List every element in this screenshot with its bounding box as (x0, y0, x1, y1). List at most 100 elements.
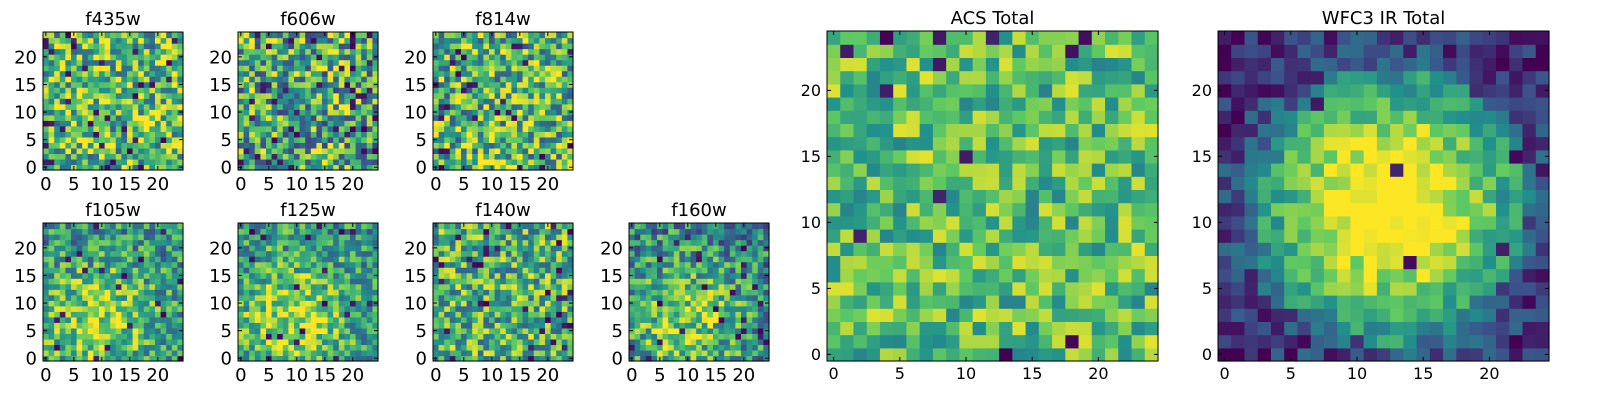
heatmap-cell (43, 148, 49, 154)
heatmap-cell (172, 311, 178, 317)
heatmap-cell (752, 295, 758, 301)
heatmap-cell (316, 71, 322, 77)
heatmap-cell (651, 262, 657, 268)
heatmap-cell (450, 104, 456, 110)
heatmap-cell (288, 267, 294, 273)
heatmap-cell (506, 251, 512, 257)
heatmap-cell (691, 234, 697, 240)
heatmap-cell (719, 234, 725, 240)
heatmap-cell (255, 234, 261, 240)
heatmap-cell (88, 43, 94, 49)
heatmap-cell (260, 159, 266, 165)
heatmap-cell (450, 317, 456, 323)
heatmap-cell (138, 273, 144, 279)
heatmap-cell (467, 344, 473, 350)
heatmap-cell (973, 189, 987, 203)
panel-title: f606w (280, 9, 335, 30)
heatmap-cell (511, 333, 517, 339)
y-tick-label: 0 (26, 158, 37, 179)
heatmap-cell (539, 76, 545, 82)
heatmap-cell (679, 256, 685, 262)
heatmap-cell (121, 333, 127, 339)
heatmap-cell (489, 289, 495, 295)
heatmap-cell (758, 300, 764, 306)
heatmap-cell (110, 82, 116, 88)
heatmap-cell (450, 109, 456, 115)
heatmap-cell (356, 49, 362, 55)
heatmap-cell (528, 142, 534, 148)
heatmap-cell (367, 43, 373, 49)
heatmap-cell (82, 273, 88, 279)
heatmap-cell (1065, 335, 1079, 349)
heatmap-cell (455, 148, 461, 154)
heatmap-cell (93, 350, 99, 356)
heatmap-cell (1092, 321, 1106, 335)
heatmap-cell (450, 159, 456, 165)
heatmap-cell (121, 328, 127, 334)
heatmap-cell (713, 344, 719, 350)
heatmap-cell (328, 65, 334, 71)
heatmap-cell (339, 43, 345, 49)
heatmap-cell (752, 240, 758, 246)
heatmap-cell (339, 350, 345, 356)
heatmap-cell (110, 159, 116, 165)
heatmap-cell (361, 267, 367, 273)
heatmap-cell (105, 229, 111, 235)
heatmap-cell (1105, 189, 1119, 203)
heatmap-cell (266, 328, 272, 334)
heatmap-cell (311, 43, 317, 49)
heatmap-cell (735, 251, 741, 257)
heatmap-cell (367, 344, 373, 350)
heatmap-cell (433, 148, 439, 154)
heatmap-cell (668, 339, 674, 345)
heatmap-cell (478, 273, 484, 279)
heatmap-cell (444, 60, 450, 66)
heatmap-cell (82, 49, 88, 55)
heatmap-cell (121, 32, 127, 38)
heatmap-cell (674, 251, 680, 257)
heatmap-cell (657, 322, 663, 328)
heatmap-cell (1039, 269, 1053, 283)
heatmap-cell (260, 350, 266, 356)
heatmap-cell (77, 131, 83, 137)
heatmap-cell (82, 65, 88, 71)
heatmap-cell (149, 82, 155, 88)
heatmap-cell (629, 295, 635, 301)
heatmap-cell (1079, 242, 1093, 256)
heatmap-cell (93, 98, 99, 104)
heatmap-cell (260, 104, 266, 110)
heatmap-cell (741, 289, 747, 295)
heatmap-cell (472, 289, 478, 295)
heatmap-cell (556, 49, 562, 55)
heatmap-cell (528, 328, 534, 334)
heatmap-cell (523, 153, 529, 159)
heatmap-cell (1132, 176, 1146, 190)
heatmap-cell (155, 278, 161, 284)
heatmap-cell (635, 350, 641, 356)
heatmap-cell (495, 278, 501, 284)
heatmap-cell (294, 131, 300, 137)
heatmap-cell (444, 339, 450, 345)
heatmap-cell (534, 93, 540, 99)
heatmap-cell (461, 284, 467, 290)
heatmap-cell (316, 289, 322, 295)
heatmap-cell (88, 295, 94, 301)
heatmap-cell (127, 159, 133, 165)
y-tick-label: 5 (416, 130, 427, 151)
heatmap-cell (260, 153, 266, 159)
heatmap-cell (685, 339, 691, 345)
heatmap-cell (556, 284, 562, 290)
heatmap-cell (534, 306, 540, 312)
heatmap-cell (539, 159, 545, 165)
heatmap-cell (149, 115, 155, 121)
heatmap-cell (328, 49, 334, 55)
heatmap-cell (88, 32, 94, 38)
heatmap-cell (646, 328, 652, 334)
heatmap-cell (646, 278, 652, 284)
heatmap-cell (65, 65, 71, 71)
heatmap-cell (138, 234, 144, 240)
heatmap-cell (511, 267, 517, 273)
heatmap-cell (238, 240, 244, 246)
heatmap-cell (629, 311, 635, 317)
heatmap-cell (361, 32, 367, 38)
